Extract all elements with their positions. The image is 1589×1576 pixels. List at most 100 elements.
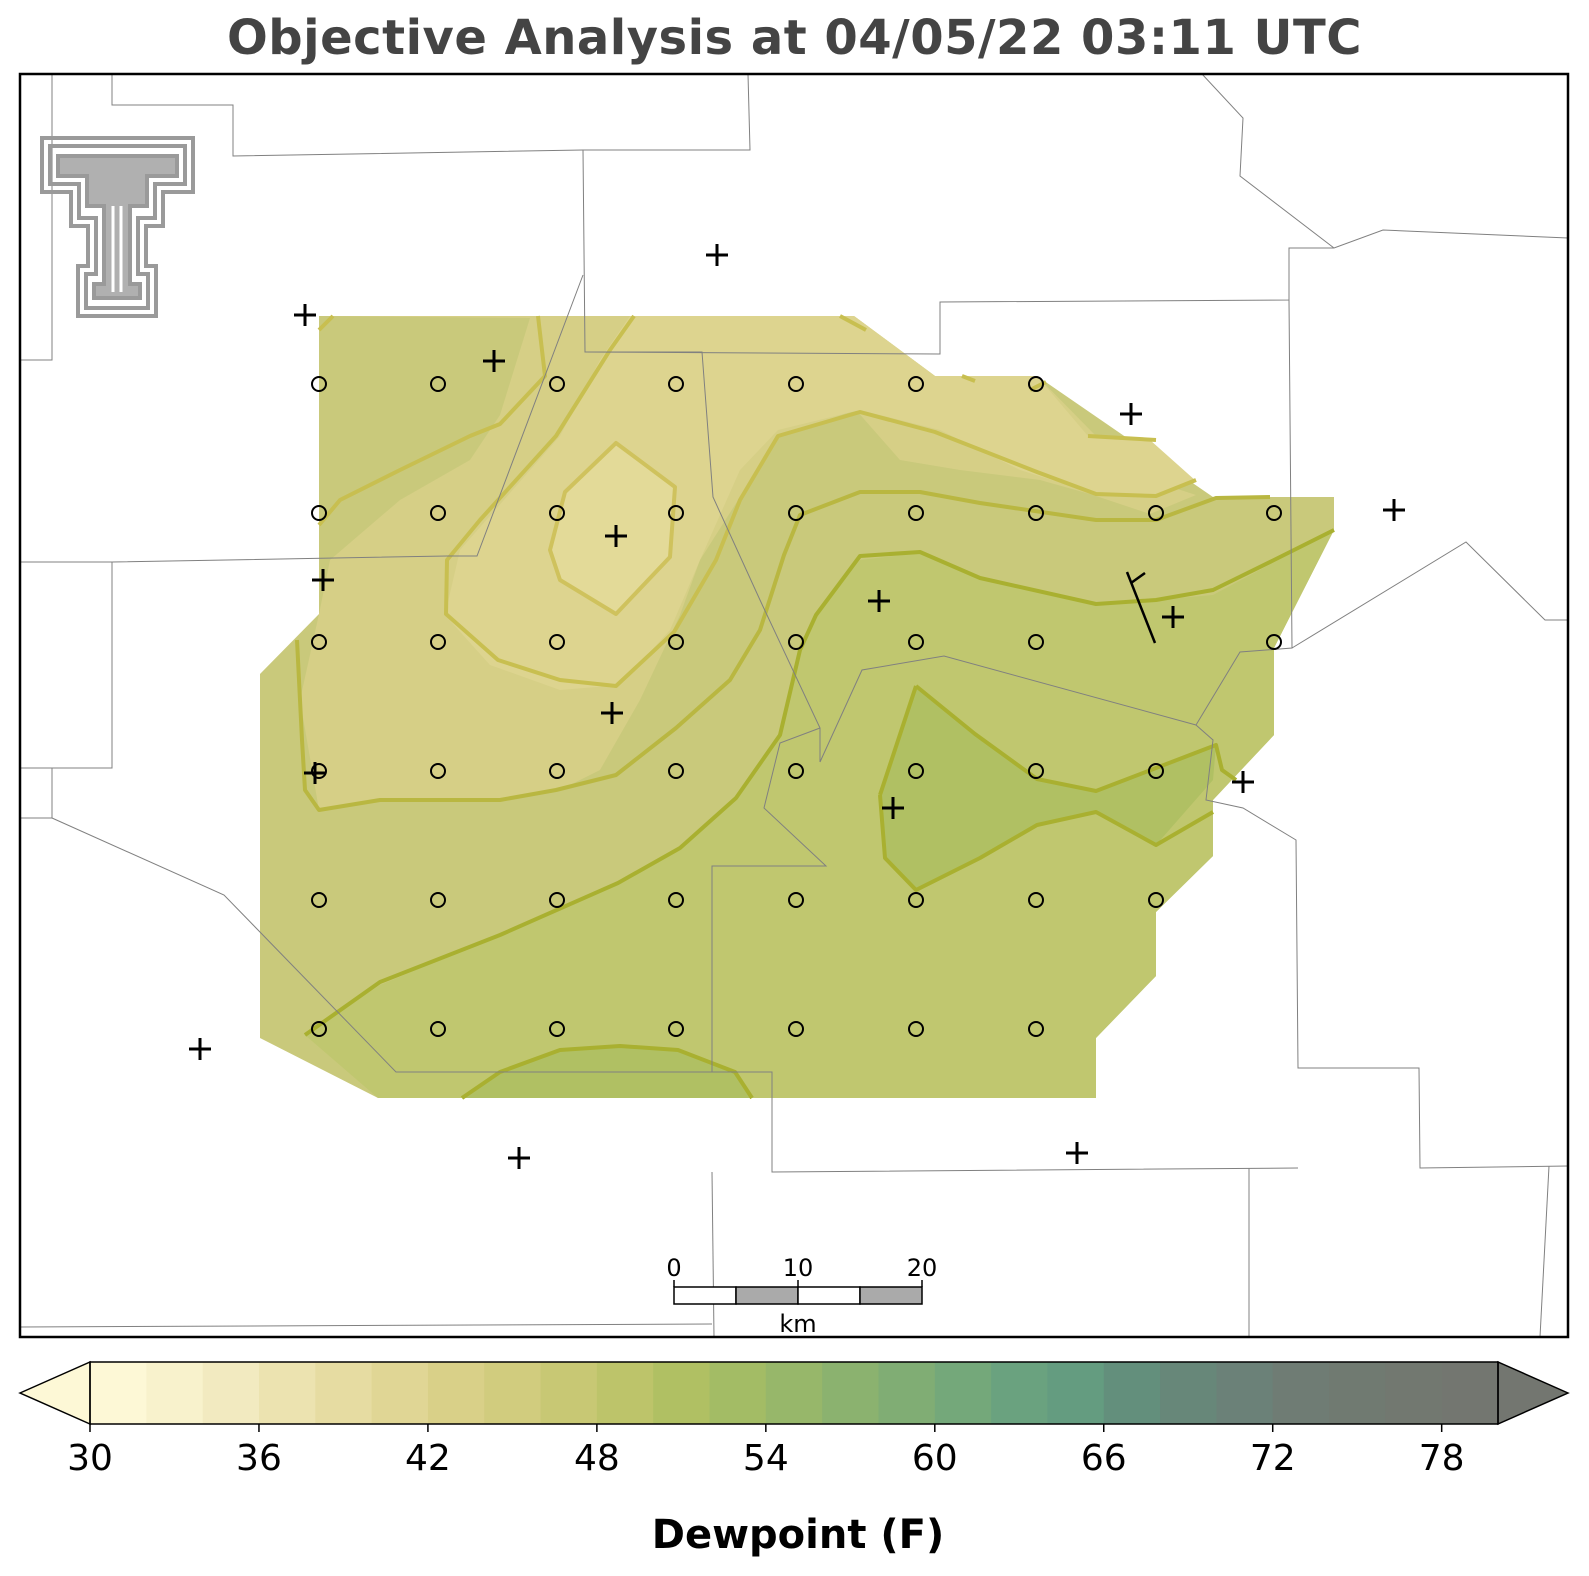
contour-line (444, 314, 1197, 688)
grid-point (311, 376, 327, 392)
map-border (18, 72, 1570, 1339)
station-marker (868, 590, 890, 612)
scale-label-10: 10 (783, 1254, 814, 1282)
analysis-grid-points (311, 376, 1282, 1037)
wind-barb (1125, 571, 1157, 644)
grid-point (908, 376, 924, 392)
contour-line (295, 490, 1271, 812)
contour-line (317, 314, 335, 332)
station-marker (1120, 403, 1142, 425)
county-line (711, 1171, 715, 1337)
grid-point (788, 634, 804, 650)
grid-point (549, 892, 565, 908)
grid-point (1028, 892, 1044, 908)
grid-point (311, 1021, 327, 1037)
grid-point (430, 1021, 446, 1037)
grid-point (1028, 376, 1044, 392)
county-line (111, 274, 584, 563)
county-line (584, 229, 1568, 355)
county-line (711, 727, 1299, 1173)
grid-point (668, 634, 684, 650)
county-line (111, 74, 751, 157)
contour-line (878, 794, 1215, 892)
station-markers (189, 244, 1405, 1169)
grid-point (1148, 892, 1164, 908)
dewpoint-band-40 (550, 443, 675, 614)
contour-line (961, 374, 976, 383)
station-marker (1383, 499, 1405, 521)
grid-point (430, 376, 446, 392)
contour-line (914, 684, 1238, 793)
grid-point (788, 892, 804, 908)
grid-point (668, 505, 684, 521)
scale-label-0: 0 (666, 1254, 681, 1282)
station-marker (312, 569, 334, 591)
grid-point (1028, 634, 1044, 650)
grid-point (1266, 505, 1282, 521)
grid-point (1028, 505, 1044, 521)
grid-point (668, 892, 684, 908)
contour-line (548, 441, 677, 616)
grid-point (1028, 763, 1044, 779)
scale-unit: km (779, 1310, 816, 1338)
grid-point (549, 505, 565, 521)
contour-line (1087, 434, 1157, 442)
scale-bar: 0 10 20 km (666, 1254, 937, 1338)
scale-label-20: 20 (907, 1254, 938, 1282)
dewpoint-band-50 (305, 497, 1334, 1098)
station-marker (508, 1147, 530, 1169)
grid-point (788, 505, 804, 521)
grid-point (1266, 634, 1282, 650)
grid-point (788, 1021, 804, 1037)
grid-point (908, 505, 924, 521)
grid-point (430, 505, 446, 521)
county-line (819, 655, 1197, 763)
station-marker (483, 350, 505, 372)
grid-point (549, 376, 565, 392)
grid-point (908, 763, 924, 779)
county-line (20, 768, 53, 819)
grid-point (311, 892, 327, 908)
contour-line (878, 685, 918, 796)
county-line (20, 561, 113, 769)
grid-point (1148, 763, 1164, 779)
texas-tech-double-t-logo (40, 136, 195, 318)
station-marker (1066, 1142, 1088, 1164)
grid-point (908, 892, 924, 908)
grid-point (549, 763, 565, 779)
grid-point (430, 763, 446, 779)
county-line (1195, 299, 1568, 1169)
grid-point (430, 892, 446, 908)
grid-point (788, 376, 804, 392)
station-marker (601, 702, 623, 724)
contour-line (839, 314, 867, 332)
grid-point (311, 763, 327, 779)
county-line (1291, 541, 1568, 649)
county-line (20, 74, 53, 361)
map-title: Objective Analysis at 04/05/22 03:11 UTC (227, 10, 1362, 66)
grid-point (908, 1021, 924, 1037)
station-marker (706, 244, 728, 266)
grid-point (311, 505, 327, 521)
station-marker (294, 304, 316, 326)
grid-point (1148, 505, 1164, 521)
grid-point (668, 1021, 684, 1037)
grid-point (1028, 1021, 1044, 1037)
grid-point (430, 634, 446, 650)
station-marker (605, 525, 627, 547)
contour-line (303, 528, 1335, 1037)
dewpoint-band-52 (880, 686, 1216, 890)
county-line (51, 817, 712, 1073)
grid-point (668, 376, 684, 392)
grid-point (549, 634, 565, 650)
grid-point (668, 763, 684, 779)
grid-point (788, 763, 804, 779)
station-marker (304, 762, 326, 784)
county-line (20, 1323, 713, 1328)
station-marker (1162, 606, 1184, 628)
station-marker (1232, 771, 1254, 793)
county-line (1539, 1165, 1550, 1337)
grid-point (908, 634, 924, 650)
station-marker (882, 797, 904, 819)
